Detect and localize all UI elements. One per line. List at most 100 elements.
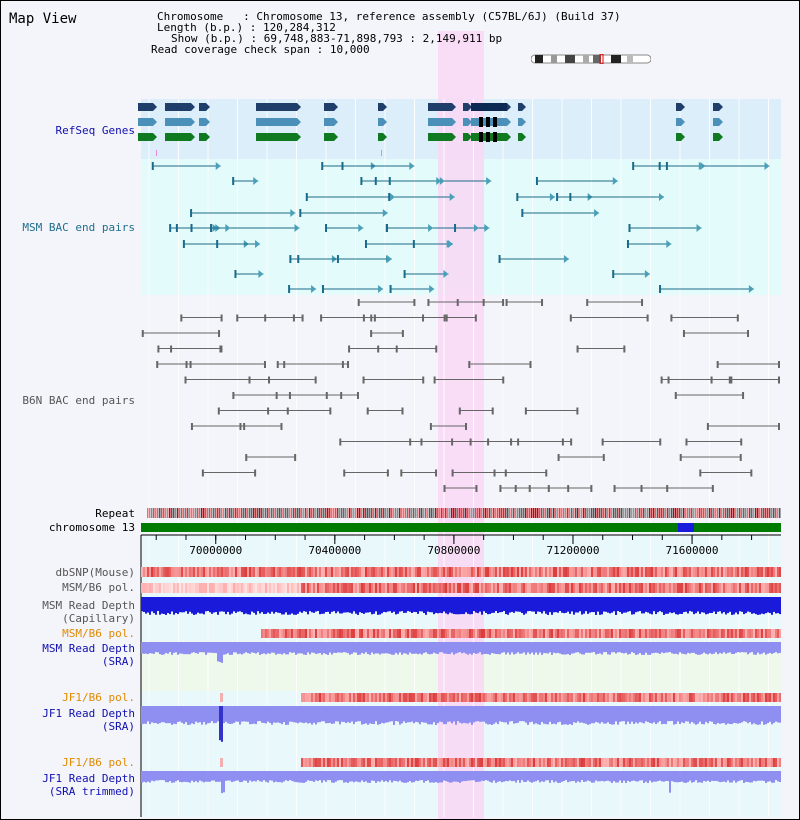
repeat-element (473, 508, 475, 518)
heat-cell (729, 693, 731, 702)
depth-bar (449, 706, 451, 722)
depth-bar (693, 642, 695, 653)
msm-b6-pol-track[interactable] (301, 583, 781, 593)
heat-cell (461, 567, 463, 577)
heat-cell (199, 567, 201, 577)
depth-bar (643, 597, 645, 614)
msm-b6-pol-2-track[interactable] (261, 629, 781, 638)
jf1-b6-pol-track[interactable] (301, 693, 781, 702)
heat-cell (401, 567, 403, 577)
depth-bar (187, 642, 189, 655)
track-label-dbsnp[interactable]: dbSNP(Mouse) (55, 566, 135, 579)
repeat-element (675, 508, 677, 518)
gene-arrow (507, 118, 511, 126)
msm-bac-end-pairs[interactable] (151, 162, 770, 293)
heat-cell (427, 583, 429, 593)
track-label-msm-b6-pol-2[interactable]: MSM/B6 pol. (62, 627, 135, 640)
depth-bar (505, 706, 507, 723)
depth-bar (773, 642, 775, 653)
heat-cell (721, 567, 723, 577)
track-label-jf1-b6-pol-2[interactable]: JF1/B6 pol. (62, 756, 135, 769)
gene-arrow (452, 103, 456, 111)
heat-cell (425, 693, 427, 702)
jf1-read-depth-trimmed[interactable] (141, 771, 781, 794)
heat-cell (597, 567, 599, 577)
track-label-msm-read-depth-sra-2[interactable]: (SRA) (101, 655, 135, 668)
track-label-jf1-b6-pol-1[interactable]: JF1/B6 pol. (62, 691, 135, 704)
repeat-element (177, 508, 179, 518)
b6n-bac-end-pairs[interactable] (141, 299, 780, 492)
repeat-element (543, 508, 545, 518)
heat-cell (473, 758, 475, 767)
repeat-track[interactable] (147, 508, 781, 518)
msm-bac-end (632, 162, 635, 170)
chromosome-ideogram[interactable] (531, 54, 651, 64)
depth-bar (423, 642, 425, 653)
heat-cell (443, 758, 445, 767)
depth-bar (629, 771, 631, 782)
heat-cell (605, 629, 607, 638)
heat-cell (543, 693, 545, 702)
depth-bar (473, 642, 475, 653)
heat-cell (653, 693, 655, 702)
track-label-jf1-read-depth-trimmed-2[interactable]: (SRA trimmed) (48, 785, 135, 798)
track-label-msm-b6-pol-1[interactable]: MSM/B6 pol. (62, 581, 135, 594)
depth-bar (277, 597, 279, 613)
track-label-msm-bac-end-pairs[interactable]: MSM BAC end pairs (22, 221, 135, 234)
track-label-msm-read-depth-sra-1[interactable]: MSM Read Depth (42, 642, 135, 655)
gene-arrow (297, 103, 301, 111)
depth-bar (493, 706, 495, 724)
msm-read-depth-sra[interactable] (141, 642, 781, 663)
heat-cell (495, 758, 497, 767)
depth-bar (403, 706, 405, 722)
repeat-element (771, 508, 773, 518)
heat-cell (717, 758, 719, 767)
repeat-element (165, 508, 167, 518)
msm-read-depth-capillary[interactable] (141, 597, 781, 615)
depth-bar (657, 706, 659, 723)
depth-bar (653, 771, 655, 782)
depth-bar (727, 706, 729, 724)
heat-cell (671, 583, 673, 593)
depth-bar (403, 597, 405, 613)
heat-cell (189, 583, 191, 593)
repeat-element (265, 508, 267, 518)
heat-cell (491, 629, 493, 638)
heat-cell (361, 567, 363, 577)
heat-cell (655, 583, 657, 593)
jf1-read-depth-sra[interactable] (141, 706, 781, 742)
depth-bar (691, 597, 693, 612)
heat-cell (505, 758, 507, 767)
repeat-element (345, 508, 347, 518)
depth-bar (649, 706, 651, 723)
refseq-genes[interactable] (138, 103, 723, 156)
depth-bar (677, 706, 679, 722)
depth-bar (221, 597, 223, 612)
heat-cell (639, 629, 641, 638)
heat-cell (291, 583, 293, 593)
heat-cell (153, 567, 155, 577)
track-label-chromosome[interactable]: chromosome 13 (48, 521, 135, 534)
track-label-msm-read-depth-capillary-2[interactable]: (Capillary) (62, 612, 135, 625)
track-label-refseq-genes[interactable]: RefSeq Genes (55, 124, 135, 137)
heat-cell (723, 567, 725, 577)
depth-bar (287, 706, 289, 725)
track-label-jf1-read-depth-sra-2[interactable]: (SRA) (101, 720, 135, 733)
track-label-jf1-read-depth-sra-1[interactable]: JF1 Read Depth (42, 707, 135, 720)
heat-cell (413, 629, 415, 638)
track-label-msm-read-depth-capillary-1[interactable]: MSM Read Depth (42, 599, 135, 612)
depth-bar (607, 597, 609, 613)
jf1-b6-pol-2-track[interactable] (301, 758, 781, 767)
dbsnp-track[interactable] (141, 567, 781, 577)
depth-bar (429, 771, 431, 783)
heat-cell (737, 758, 739, 767)
track-label-repeat[interactable]: Repeat (95, 507, 135, 520)
track-label-b6n-bac-end-pairs[interactable]: B6N BAC end pairs (22, 394, 135, 407)
depth-bar (371, 706, 373, 724)
heat-cell (451, 693, 453, 702)
track-label-jf1-read-depth-trimmed-1[interactable]: JF1 Read Depth (42, 772, 135, 785)
repeat-element (775, 508, 777, 518)
depth-bar (575, 771, 577, 783)
heat-cell (731, 693, 733, 702)
